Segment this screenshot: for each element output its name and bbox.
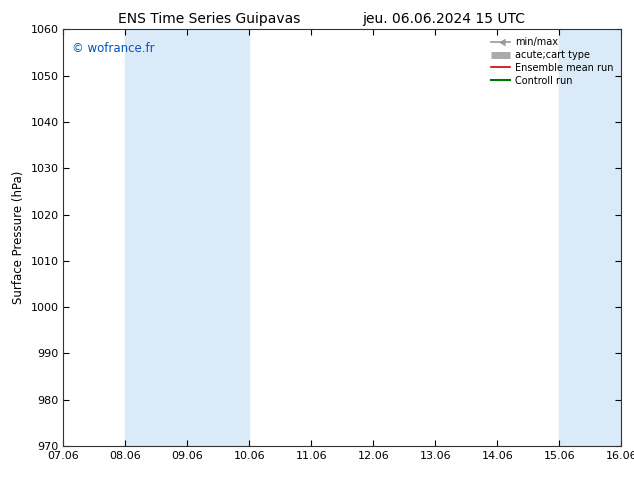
Y-axis label: Surface Pressure (hPa): Surface Pressure (hPa)	[12, 171, 25, 304]
Bar	[188, 29, 249, 446]
Text: ENS Time Series Guipavas: ENS Time Series Guipavas	[118, 12, 301, 26]
Text: jeu. 06.06.2024 15 UTC: jeu. 06.06.2024 15 UTC	[362, 12, 526, 26]
Bar	[126, 29, 188, 446]
Legend: min/max, acute;cart type, Ensemble mean run, Controll run: min/max, acute;cart type, Ensemble mean …	[488, 34, 616, 89]
Bar	[621, 29, 634, 446]
Text: © wofrance.fr: © wofrance.fr	[72, 42, 155, 55]
Bar	[559, 29, 621, 446]
